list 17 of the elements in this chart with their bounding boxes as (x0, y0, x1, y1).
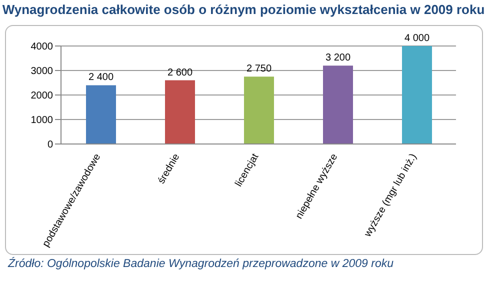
data-label: 2 600 (167, 67, 193, 78)
y-tick-label: 3000 (30, 66, 54, 78)
chart-title: Wynagrodzenia całkowite osób o różnym poziomie wykształcenia w 2009 roku (1, 2, 486, 17)
bar (323, 66, 353, 144)
bar (86, 85, 116, 144)
data-label: 4 000 (404, 33, 430, 44)
bar (244, 76, 274, 144)
y-tick-label: 0 (47, 140, 54, 151)
bar (165, 80, 195, 144)
bar (402, 46, 432, 144)
data-label: 2 400 (88, 72, 114, 84)
y-tick-label: 1000 (30, 115, 54, 126)
data-label: 2 750 (246, 64, 272, 75)
y-tick-label: 4000 (30, 42, 54, 53)
y-tick-label: 2000 (30, 90, 54, 102)
text: Źródło: Ogólnopolskie Badanie Wynagrodzeń przeprowadzone w 2009 roku (8, 258, 394, 270)
data-label: 3 200 (325, 52, 351, 64)
